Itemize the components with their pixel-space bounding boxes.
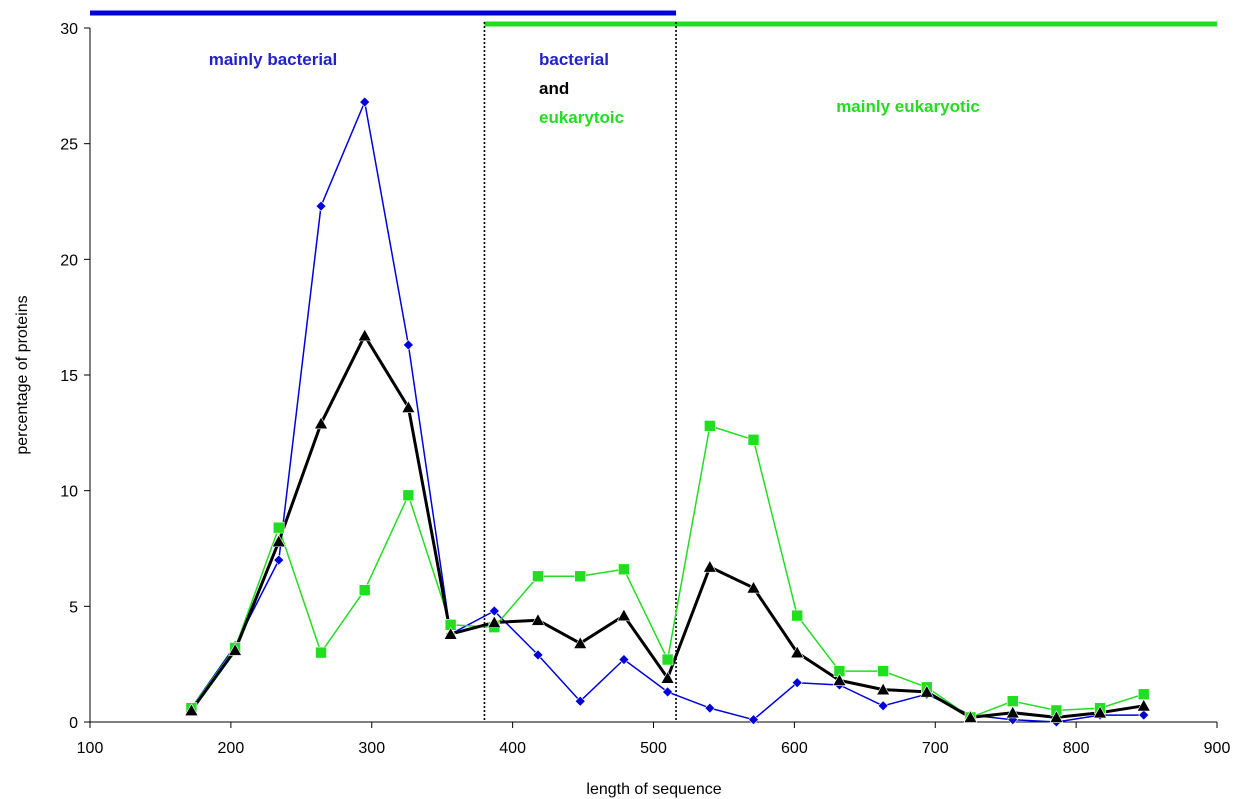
region-label-2: and [539, 79, 569, 98]
series-2-point [358, 584, 371, 596]
y-tick-label: 30 [60, 21, 78, 38]
x-tick-label: 100 [77, 740, 104, 757]
x-tick-label: 500 [640, 740, 667, 757]
series-1-point [532, 649, 544, 661]
y-tick-label: 25 [60, 137, 78, 154]
series-2-point [532, 570, 544, 583]
region-annotations: mainly bacterial bacterial and eukarytoic ma… [209, 50, 980, 127]
series-3-point [746, 580, 761, 594]
y-tick-label: 5 [69, 599, 78, 616]
series-3-point [876, 682, 891, 696]
series-2-point [272, 521, 285, 534]
series-1-point [791, 677, 803, 689]
x-tick-label: 700 [922, 740, 949, 757]
series-1-point [1138, 709, 1150, 721]
y-tick-label: 10 [60, 484, 78, 501]
x-axis-title: length of sequence [586, 781, 721, 798]
series-2-point [791, 609, 803, 622]
series-2-point [661, 653, 674, 666]
series-1-point [273, 554, 285, 566]
series-1-point [618, 654, 630, 665]
series-1-point [877, 700, 889, 712]
series-3-point [357, 328, 372, 342]
region-label-1: mainly bacterial [209, 50, 338, 69]
series-3-point [271, 534, 286, 548]
series-3-point [1005, 705, 1020, 719]
series-3-point [443, 626, 458, 640]
series-3-point [660, 670, 675, 684]
series-markers [184, 96, 1151, 728]
series-3-point [1136, 698, 1151, 712]
series-2-point [1137, 688, 1150, 701]
region-dividers [483, 22, 677, 722]
y-tick-label: 0 [69, 715, 78, 732]
series-3-point [919, 684, 934, 698]
series-1-point [662, 686, 674, 698]
x-tick-label: 900 [1204, 740, 1231, 757]
series-3-point [702, 559, 717, 573]
series-3-point [1093, 705, 1108, 719]
series-lines [190, 101, 1144, 723]
series-2-point [1006, 695, 1019, 707]
series-1-point [574, 695, 586, 707]
series-3-point [487, 615, 502, 629]
series-3-point [832, 673, 847, 686]
y-tick-label: 20 [60, 252, 78, 269]
series-2-point [704, 420, 716, 432]
series-2-point [877, 665, 889, 677]
series-3-point [530, 613, 545, 626]
x-tick-label: 200 [218, 740, 245, 757]
region-label-2: bacterial [539, 50, 609, 69]
series-3-point [1049, 710, 1064, 723]
series-line-1 [190, 101, 1144, 723]
series-3-point [963, 710, 978, 723]
axes: 0 5 10 15 20 25 30 100 200 300 400 500 600 700 800 900 [60, 21, 1230, 757]
series-1-point [748, 714, 759, 726]
region-label-3: mainly eukaryotic [836, 97, 980, 116]
series-1-point [704, 702, 716, 714]
series-2-point [315, 646, 327, 659]
series-2-point [618, 563, 630, 576]
x-tick-label: 300 [358, 740, 385, 757]
y-axis-title: percentage of proteins [14, 295, 31, 454]
series-1-point [315, 200, 327, 212]
x-tick-label: 600 [781, 740, 808, 757]
series-2-point [747, 433, 760, 446]
series-1-point [359, 96, 371, 108]
series-2-point [574, 570, 587, 583]
y-tick-label: 15 [60, 368, 78, 385]
series-1-point [402, 339, 414, 351]
series-3-point [616, 608, 631, 622]
series-3-point [228, 643, 243, 656]
x-tick-label: 400 [499, 740, 526, 757]
series-3-point [314, 416, 329, 430]
series-3-point [401, 400, 416, 413]
series-3-point [573, 636, 588, 649]
range-bars [90, 10, 1217, 27]
series-2-point [402, 489, 415, 502]
region-label-2: eukarytoic [539, 108, 624, 127]
series-3-point [790, 645, 805, 659]
series-3-point [184, 703, 199, 716]
x-tick-label: 800 [1063, 740, 1090, 757]
